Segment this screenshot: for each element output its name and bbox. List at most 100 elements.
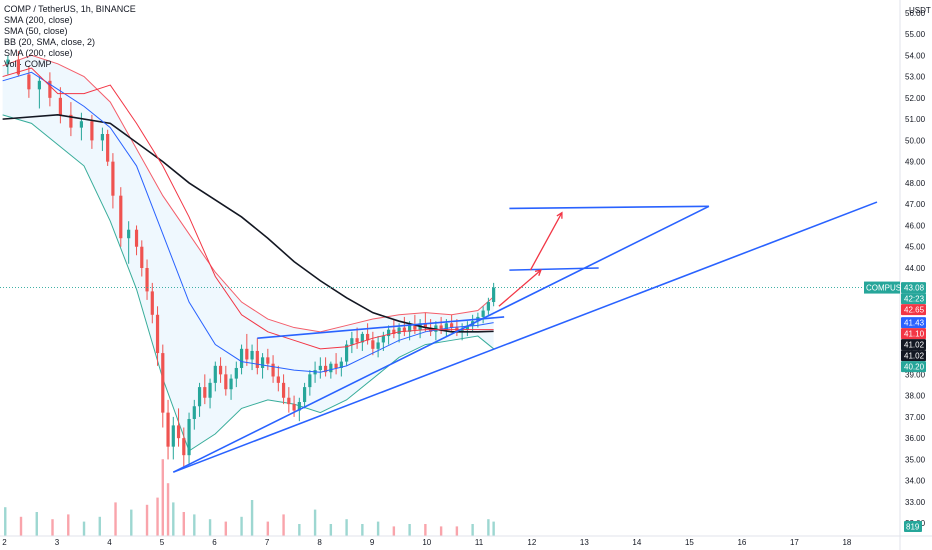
volume-bar [114,502,117,536]
candle-body [119,195,123,239]
legend: COMP / TetherUS, 1h, BINANCE SMA (200, c… [4,4,136,70]
drawings [172,201,878,473]
candle-body [323,365,328,373]
x-tick-label: 9 [370,538,375,547]
candle-body [481,310,485,317]
volume-bar [492,521,495,536]
currency-label: USDT [909,6,931,15]
price-badge-label: 40.20 [904,363,925,372]
candle-body [79,121,83,128]
volume-bar [166,483,170,536]
volume-bar [145,504,149,536]
candle-body [439,325,443,330]
sma200b-line [2,67,494,350]
price-badge-label: 43.08 [904,284,925,293]
time-axis: 2 3 4 5 6 7 8 9 10 11 12 13 14 15 16 17 18 [0,535,932,547]
arrow-shaft [529,212,563,271]
candle-body [69,114,73,128]
volume-bar [19,516,23,536]
price-badge [901,293,926,305]
candle-body [287,397,291,405]
y-tick-label: 34.00 [905,477,926,486]
volume-bar [439,526,443,536]
indicator-lines [0,67,898,373]
candle-body [423,323,427,328]
candle-body [176,425,181,439]
volume-bar [67,514,70,536]
volume-bar [51,519,54,536]
volume-bar [172,502,175,536]
price-badge [901,350,926,362]
candle-body [402,327,406,332]
candle-body [486,302,490,311]
x-tick-label: 18 [842,538,851,547]
symbol-badge-label: COMPUSDT [866,284,912,293]
y-tick-label: 53.00 [905,73,926,82]
candle-body [6,59,10,64]
volume-bar [471,524,474,536]
candle-body [308,374,312,388]
candle-body [387,329,391,337]
candle-body [48,80,52,98]
bollinger-bands [2,54,494,452]
arrow-head [534,269,542,276]
volume-bar [130,509,133,536]
legend-title: COMP / TetherUS, 1h, BINANCE [4,4,136,14]
volume-bar [298,524,301,536]
x-tick-label: 8 [317,538,322,547]
arrow-shaft [498,269,542,307]
y-tick-label: 45.00 [905,243,926,252]
symbol-badge [864,281,900,294]
candle-body [266,357,270,364]
candle-body [350,338,354,345]
candle-body [208,382,212,398]
volume-bar [82,521,86,536]
x-tick-label: 5 [160,538,165,547]
price-badge [901,317,926,329]
candle-body [229,378,233,390]
y-tick-label: 39.00 [905,370,926,379]
candle-body [392,329,396,334]
candle-body [27,74,31,90]
candle-body [197,387,202,407]
candle-body [250,350,254,360]
price-badge [901,328,926,340]
y-tick-label: 38.00 [905,392,926,401]
legend-indicator[interactable]: SMA (50, close) [4,26,68,36]
volume-bar [266,521,270,536]
y-tick-label: 52.00 [905,94,926,103]
candle-body [297,402,301,411]
y-tick-label: 50.00 [905,136,926,145]
volume-bar [455,526,459,536]
legend-indicator[interactable]: BB (20, SMA, close, 2) [4,37,96,47]
price-badge-label: 42:23 [904,295,925,304]
volume-bar [487,519,490,536]
legend-indicator[interactable]: SMA (200, close) [4,48,73,58]
trendline [257,316,505,339]
y-tick-label: 56.00 [905,9,926,18]
volume-badge-label: 819 [906,523,920,532]
volume-bar [376,521,380,536]
candle-body [106,134,110,162]
volume-bar [156,497,159,536]
y-tick-label: 37.00 [905,413,926,422]
bb-fill [2,55,494,451]
candle-body [318,365,322,371]
candle-body [408,325,412,332]
x-tick-label: 6 [212,538,217,547]
trendline [173,201,878,473]
candle-body [234,367,238,379]
volume-bar [224,521,228,536]
candle-body [134,229,139,247]
legend-indicator[interactable]: Vol · COMP [4,59,52,69]
candle-body [187,419,191,456]
y-tick-label: 46.00 [905,221,926,230]
volume-bar [193,514,196,536]
candle-body [450,323,454,328]
price-badge [901,282,926,294]
candle-body [224,374,228,390]
legend-indicator[interactable]: SMA (200, close) [4,15,73,25]
candle-body [255,350,259,368]
candle-body [360,333,364,343]
